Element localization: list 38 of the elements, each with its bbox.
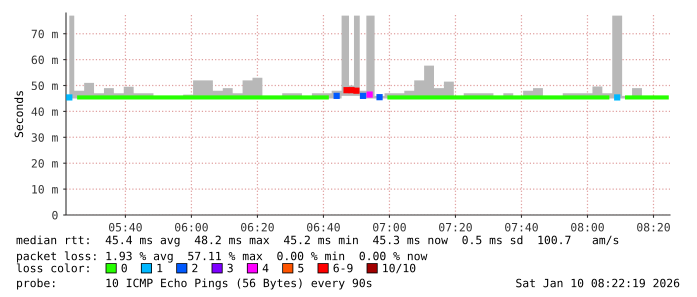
x-tick-label: 07:40 bbox=[505, 222, 538, 232]
text: packet loss: 1.93 % avg 57.11 % max 0.00 % min 0.00 % now bbox=[17, 251, 428, 263]
y-tick-label: 60 m bbox=[32, 56, 58, 64]
y-axis-title: Seconds bbox=[14, 91, 24, 138]
x-tick-label: 05:40 bbox=[109, 222, 142, 232]
x-tick-label: 07:00 bbox=[373, 222, 406, 232]
text: loss color: bbox=[16, 263, 89, 272]
y-tick-label: 40 m bbox=[32, 107, 58, 116]
y-tick-label: 50 m bbox=[32, 81, 58, 90]
legend-label: 2 bbox=[192, 264, 198, 272]
text: probe: 10 ICMP Echo Pings (56 Bytes) every 90s bbox=[17, 278, 372, 290]
point bbox=[360, 92, 366, 99]
point bbox=[334, 92, 340, 99]
legend-label: 5 bbox=[298, 264, 304, 272]
text: median rtt: 45.4 ms avg 48.2 ms max 45.2 ms min 45.3 ms now 0.5 ms sd 100.7 am/s bbox=[16, 235, 618, 247]
point bbox=[376, 94, 383, 100]
legend-label: 6-9 bbox=[334, 264, 353, 272]
point bbox=[366, 91, 373, 98]
text: Sat Jan 10 08:22:19 2026 bbox=[516, 278, 680, 288]
point bbox=[353, 88, 360, 94]
y-tick-label: 70 m bbox=[32, 30, 58, 38]
y-tick-label: 20 m bbox=[32, 159, 58, 168]
legend-label: 3 bbox=[228, 264, 233, 272]
x-tick-label: 08:20 bbox=[637, 222, 670, 232]
legend-label: 4 bbox=[262, 264, 268, 272]
point bbox=[614, 94, 620, 101]
x-tick-label: 08:00 bbox=[571, 222, 604, 232]
legend-label: 0 bbox=[122, 264, 127, 272]
x-tick-label: 06:00 bbox=[175, 222, 208, 232]
legend-label: 1 bbox=[158, 264, 162, 272]
x-tick-label: 07:20 bbox=[439, 222, 472, 232]
y-tick-label: 10 m bbox=[32, 185, 58, 194]
point bbox=[66, 94, 72, 101]
legend-label: 10/10 bbox=[383, 264, 416, 274]
x-tick-label: 06:20 bbox=[241, 222, 274, 232]
y-tick-label: 0 bbox=[52, 210, 58, 220]
y-tick-label: 30 m bbox=[32, 133, 58, 142]
x-tick-label: 06:40 bbox=[307, 222, 340, 232]
